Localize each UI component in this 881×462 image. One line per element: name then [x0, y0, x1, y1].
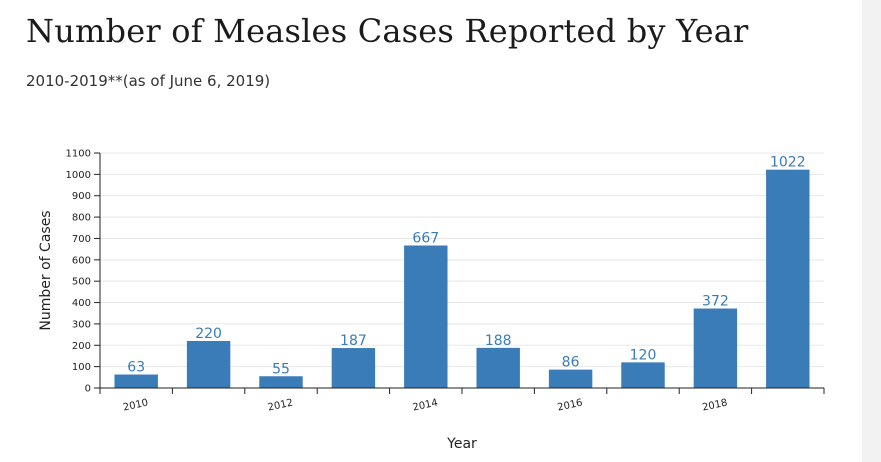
bar-2019: [766, 169, 810, 388]
y-axis-title: Number of Cases: [38, 210, 54, 330]
data-label-2019: 1022: [770, 155, 806, 171]
y-tick-label: 0: [85, 384, 91, 395]
y-tick-label: 1000: [66, 170, 91, 181]
bar-2016: [548, 369, 593, 388]
measles-bar-chart: 0 100 200 300 400 500 600 700 800 900 1000 1100 63 22…: [38, 149, 825, 452]
page-subtitle: 2010-2019**(as of June 6, 2019): [26, 72, 271, 90]
x-axis-title: Year: [446, 436, 477, 452]
y-tick-label: 300: [72, 319, 91, 330]
page-title: Number of Measles Cases Reported by Year: [26, 12, 749, 50]
data-label-2014: 667: [412, 231, 439, 247]
side-panel: [862, 0, 881, 462]
x-tick-label: 2010: [122, 398, 149, 414]
y-tick-label: 500: [72, 277, 91, 288]
bar-2013: [331, 348, 376, 388]
x-tick-label: 2014: [412, 398, 439, 414]
bar-2011: [186, 341, 231, 388]
data-label-2010: 63: [127, 360, 145, 376]
x-tick-label: 2016: [556, 398, 583, 414]
x-tick-label: 2012: [267, 398, 294, 414]
data-label-2012: 55: [272, 361, 290, 377]
y-tick-label: 100: [72, 362, 91, 373]
data-label-2011: 220: [195, 326, 222, 342]
y-tick-label: 700: [72, 234, 91, 245]
bar-2015: [476, 347, 520, 388]
data-label-2013: 187: [340, 333, 367, 349]
bar-2010: [114, 374, 158, 388]
data-label-2015: 188: [485, 333, 512, 349]
data-label-2016: 86: [562, 355, 580, 371]
bar-2017: [621, 362, 665, 388]
y-tick-label: 1100: [66, 149, 91, 160]
y-tick-label: 200: [72, 341, 91, 352]
x-tick-label: 2018: [701, 398, 728, 414]
data-label-2017: 120: [630, 347, 657, 363]
bar-2012: [259, 376, 303, 388]
bar-2014: [404, 245, 448, 388]
y-tick-label: 800: [72, 213, 91, 224]
y-tick-label: 900: [72, 191, 91, 202]
data-label-2018: 372: [702, 294, 729, 310]
y-tick-label: 600: [72, 255, 91, 266]
y-tick-label: 400: [72, 298, 91, 309]
bar-2018: [693, 308, 738, 388]
